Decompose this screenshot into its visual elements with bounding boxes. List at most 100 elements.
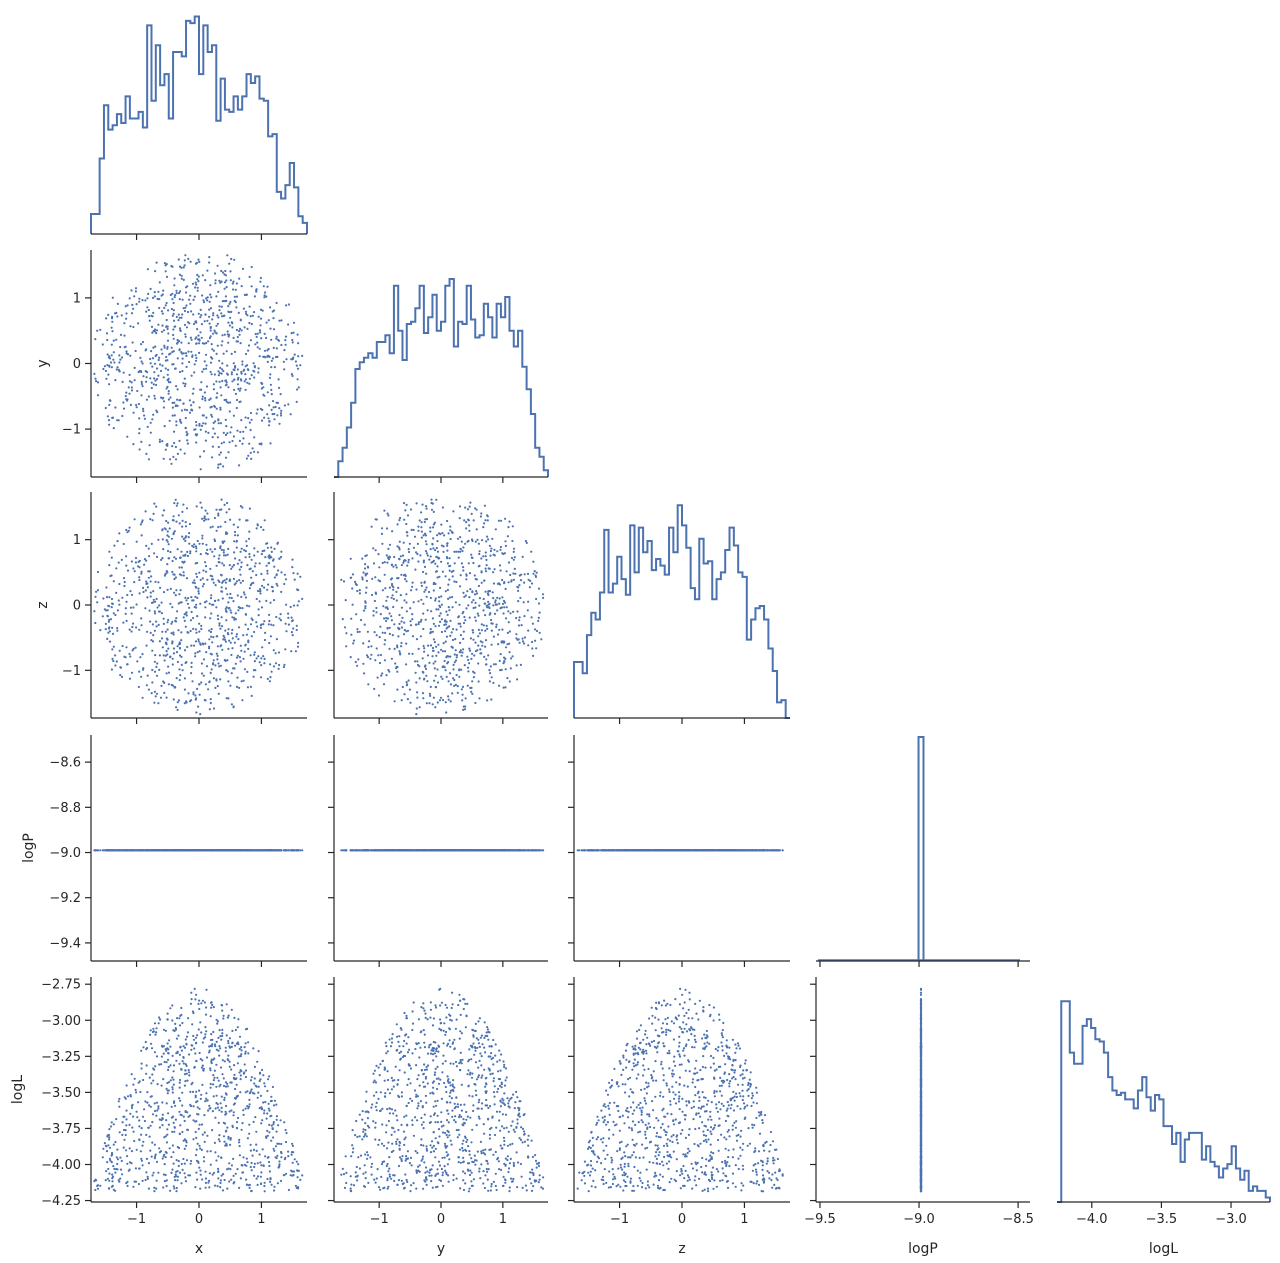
point: [425, 674, 428, 677]
point: [523, 581, 526, 584]
point: [152, 512, 155, 516]
point: [124, 305, 127, 308]
point: [140, 521, 143, 524]
point: [128, 628, 131, 631]
point: [118, 582, 121, 586]
point: [205, 297, 208, 300]
point: [459, 574, 462, 577]
point: [220, 280, 223, 283]
point: [234, 662, 237, 665]
point: [175, 706, 178, 709]
point: [377, 553, 380, 556]
point: [512, 547, 516, 550]
point: [186, 554, 189, 558]
point: [229, 431, 232, 434]
point: [462, 708, 465, 712]
point: [434, 625, 437, 628]
point: [477, 680, 480, 683]
point: [506, 535, 509, 538]
point: [407, 561, 410, 564]
point: [462, 637, 465, 641]
point: [110, 343, 113, 346]
point: [417, 529, 420, 532]
point: [247, 417, 250, 420]
point: [234, 618, 237, 621]
point: [155, 383, 158, 387]
point: [183, 619, 186, 623]
point: [238, 464, 241, 467]
point: [166, 327, 169, 331]
point: [208, 300, 211, 303]
point: [447, 695, 450, 698]
point: [489, 554, 492, 557]
point: [193, 428, 196, 431]
point: [228, 441, 231, 444]
point: [143, 558, 146, 561]
point: [431, 617, 434, 620]
point: [256, 849, 259, 852]
point: [174, 498, 177, 501]
point: [143, 417, 146, 420]
point: [250, 582, 253, 585]
point: [201, 517, 204, 520]
point: [164, 359, 167, 362]
point: [183, 264, 186, 267]
point: [171, 570, 174, 574]
point: [165, 301, 168, 305]
point: [227, 451, 230, 454]
point: [406, 564, 409, 567]
point: [492, 571, 495, 574]
point: [272, 849, 276, 852]
point: [149, 287, 152, 290]
point: [236, 526, 240, 529]
point: [256, 332, 259, 335]
point: [189, 302, 192, 305]
point: [234, 612, 237, 615]
point: [245, 457, 248, 460]
point: [165, 650, 168, 653]
point: [196, 596, 199, 600]
point: [267, 623, 270, 626]
point: [230, 653, 233, 657]
point: [497, 633, 500, 636]
point: [417, 623, 420, 626]
point: [212, 314, 215, 317]
point: [509, 667, 512, 670]
point: [375, 611, 378, 614]
point: [465, 578, 468, 581]
point: [468, 596, 471, 599]
point: [187, 631, 190, 634]
point: [185, 326, 189, 329]
point: [454, 638, 457, 641]
point: [222, 564, 226, 567]
point: [490, 643, 493, 646]
point: [265, 321, 268, 324]
point: [263, 638, 267, 642]
point: [232, 563, 235, 567]
point: [262, 623, 265, 626]
point: [178, 349, 181, 352]
point: [221, 315, 224, 318]
point: [258, 600, 261, 603]
point: [268, 376, 271, 379]
point: [204, 422, 207, 425]
point: [94, 849, 97, 852]
point: [456, 691, 459, 695]
point: [176, 548, 179, 551]
point: [527, 629, 530, 632]
point: [429, 631, 433, 634]
scatter-z-vs-x: [93, 498, 304, 716]
point: [342, 580, 346, 583]
point: [226, 553, 229, 556]
point: [219, 463, 222, 466]
point: [198, 650, 201, 653]
point: [257, 371, 260, 374]
point: [431, 630, 434, 633]
point: [111, 602, 114, 605]
point: [249, 654, 252, 657]
point: [448, 569, 451, 572]
point: [292, 572, 295, 575]
panel-x-vs-x: [90, 15, 308, 240]
point: [473, 574, 476, 577]
point: [178, 593, 181, 596]
